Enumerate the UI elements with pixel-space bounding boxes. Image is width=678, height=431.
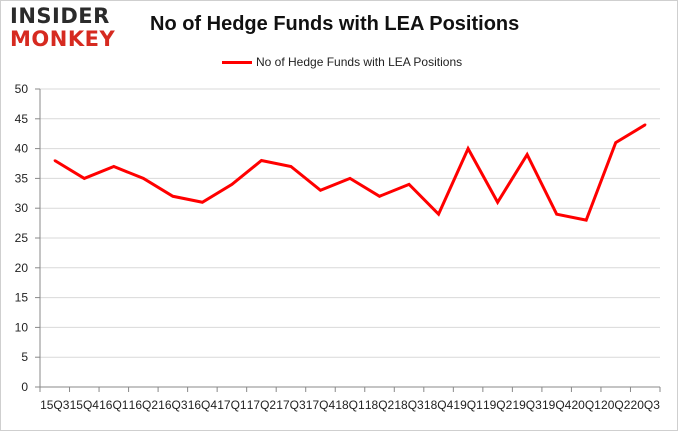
data-point <box>319 189 322 192</box>
series-line <box>53 123 647 222</box>
y-tick-label: 15 <box>15 291 29 305</box>
x-tick-labels: 15Q3 15Q4 16Q1 16Q2 16Q3 16Q4 17Q1 17Q2 17Q3 17Q4… <box>40 398 660 412</box>
y-tick-label: 0 <box>21 380 28 394</box>
data-point <box>644 123 647 126</box>
x-tick-label: 20Q3 <box>631 398 661 412</box>
x-tick-label: 19Q1 <box>453 398 483 412</box>
x-tick-label: 16Q1 <box>99 398 129 412</box>
logo-line-2: MONKEY <box>10 27 116 51</box>
x-tick-label: 15Q4 <box>70 398 100 412</box>
data-point <box>53 159 56 162</box>
x-tick-label: 19Q4 <box>542 398 572 412</box>
x-tick-label: 15Q3 <box>40 398 70 412</box>
x-tick-label: 18Q1 <box>335 398 365 412</box>
y-tick-label: 35 <box>15 171 29 185</box>
x-tick-label: 20Q1 <box>572 398 602 412</box>
data-point <box>112 165 116 168</box>
data-point <box>260 159 263 162</box>
data-point <box>378 195 381 198</box>
data-point <box>289 165 293 168</box>
data-point <box>466 147 470 150</box>
y-tick-label: 45 <box>15 112 29 126</box>
data-point <box>555 212 558 216</box>
data-point <box>201 201 204 204</box>
data-point <box>525 153 529 156</box>
x-tick-label: 19Q2 <box>483 398 513 412</box>
data-point <box>584 218 588 222</box>
x-tick-label: 17Q3 <box>276 398 306 412</box>
data-point <box>83 177 86 180</box>
y-tick-label: 10 <box>15 320 29 334</box>
data-point <box>614 141 617 144</box>
x-tick-label: 17Q1 <box>217 398 247 412</box>
data-point <box>142 177 145 180</box>
x-tick-label: 17Q2 <box>247 398 277 412</box>
data-point <box>171 195 175 198</box>
series-group <box>53 123 647 222</box>
x-tick-label: 18Q3 <box>394 398 424 412</box>
chart-legend: No of Hedge Funds with LEA Positions <box>222 55 462 69</box>
gridlines <box>40 88 660 388</box>
x-tick-label: 20Q2 <box>601 398 631 412</box>
y-tick-label: 50 <box>15 82 29 96</box>
y-tick-label: 25 <box>15 231 29 245</box>
legend-label: No of Hedge Funds with LEA Positions <box>256 55 463 69</box>
legend-swatch <box>222 60 252 64</box>
y-tick-label: 30 <box>15 201 29 215</box>
axes <box>35 88 661 392</box>
x-tick-label: 16Q3 <box>158 398 188 412</box>
data-point <box>348 177 352 180</box>
y-tick-label: 40 <box>15 142 29 156</box>
chart-title: No of Hedge Funds with LEA Positions <box>150 13 520 35</box>
x-tick-label: 18Q4 <box>424 398 454 412</box>
insider-monkey-logo: INSIDER MONKEY <box>10 6 128 50</box>
logo-line-1: INSIDER <box>10 4 110 28</box>
x-tick-label: 16Q4 <box>188 398 218 412</box>
data-point <box>496 201 499 204</box>
y-tick-labels: 0 5 10 15 20 25 30 35 40 45 50 <box>15 82 29 394</box>
data-point <box>230 183 234 186</box>
y-tick-label: 20 <box>15 261 29 275</box>
data-point <box>437 212 440 216</box>
x-tick-label: 16Q2 <box>129 398 159 412</box>
y-tick-label: 5 <box>21 350 28 364</box>
x-tick-label: 17Q4 <box>306 398 336 412</box>
data-point <box>407 183 411 186</box>
x-tick-label: 19Q3 <box>512 398 542 412</box>
x-tick-label: 18Q2 <box>365 398 395 412</box>
